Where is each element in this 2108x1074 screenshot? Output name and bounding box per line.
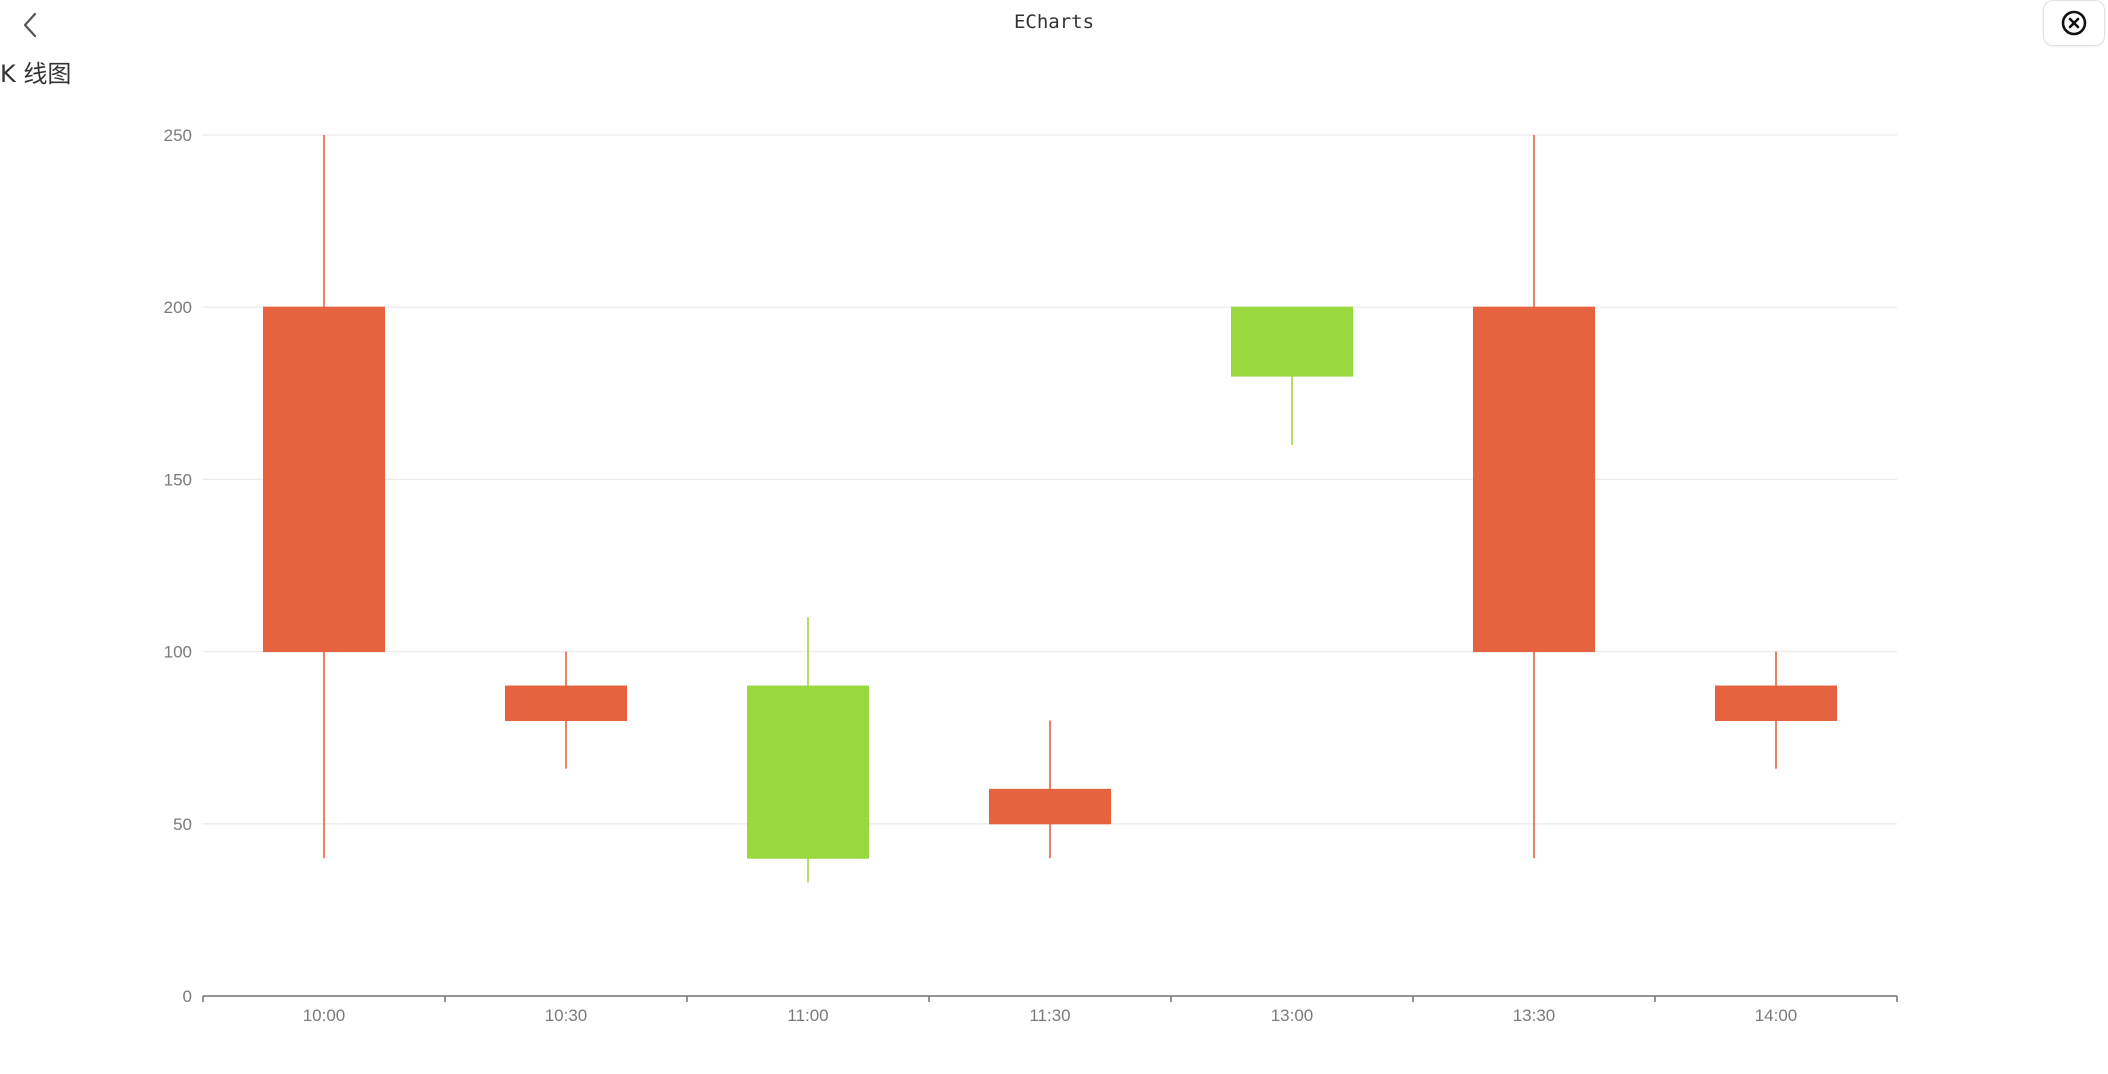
y-tick-label: 250 xyxy=(164,126,192,145)
x-tick-label: 14:00 xyxy=(1755,1006,1798,1025)
back-button[interactable] xyxy=(12,6,48,42)
close-circle-icon xyxy=(2061,10,2087,36)
y-tick-label: 100 xyxy=(164,643,192,662)
y-tick-label: 200 xyxy=(164,298,192,317)
chevron-left-icon xyxy=(23,12,37,38)
y-tick-label: 50 xyxy=(173,815,192,834)
y-tick-label: 150 xyxy=(164,470,192,489)
x-tick-label: 13:00 xyxy=(1271,1006,1314,1025)
page-subtitle: K 线图 xyxy=(0,60,72,88)
candle-body xyxy=(1715,685,1837,721)
x-tick-label: 13:30 xyxy=(1513,1006,1556,1025)
x-tick-label: 11:00 xyxy=(787,1006,828,1025)
close-button[interactable] xyxy=(2043,0,2105,46)
candle-body xyxy=(747,685,869,859)
candle-body xyxy=(1473,306,1595,653)
x-tick-label: 11:30 xyxy=(1029,1006,1070,1025)
app-title: ECharts xyxy=(1013,11,1095,33)
y-tick-label: 0 xyxy=(183,987,192,1006)
candle-body xyxy=(989,788,1111,825)
candle-body xyxy=(1231,306,1353,377)
x-tick-label: 10:30 xyxy=(545,1006,588,1025)
header-bar: ECharts xyxy=(0,0,2108,48)
candle-body xyxy=(263,306,385,653)
candle-body xyxy=(505,685,627,721)
x-tick-label: 10:00 xyxy=(303,1006,346,1025)
